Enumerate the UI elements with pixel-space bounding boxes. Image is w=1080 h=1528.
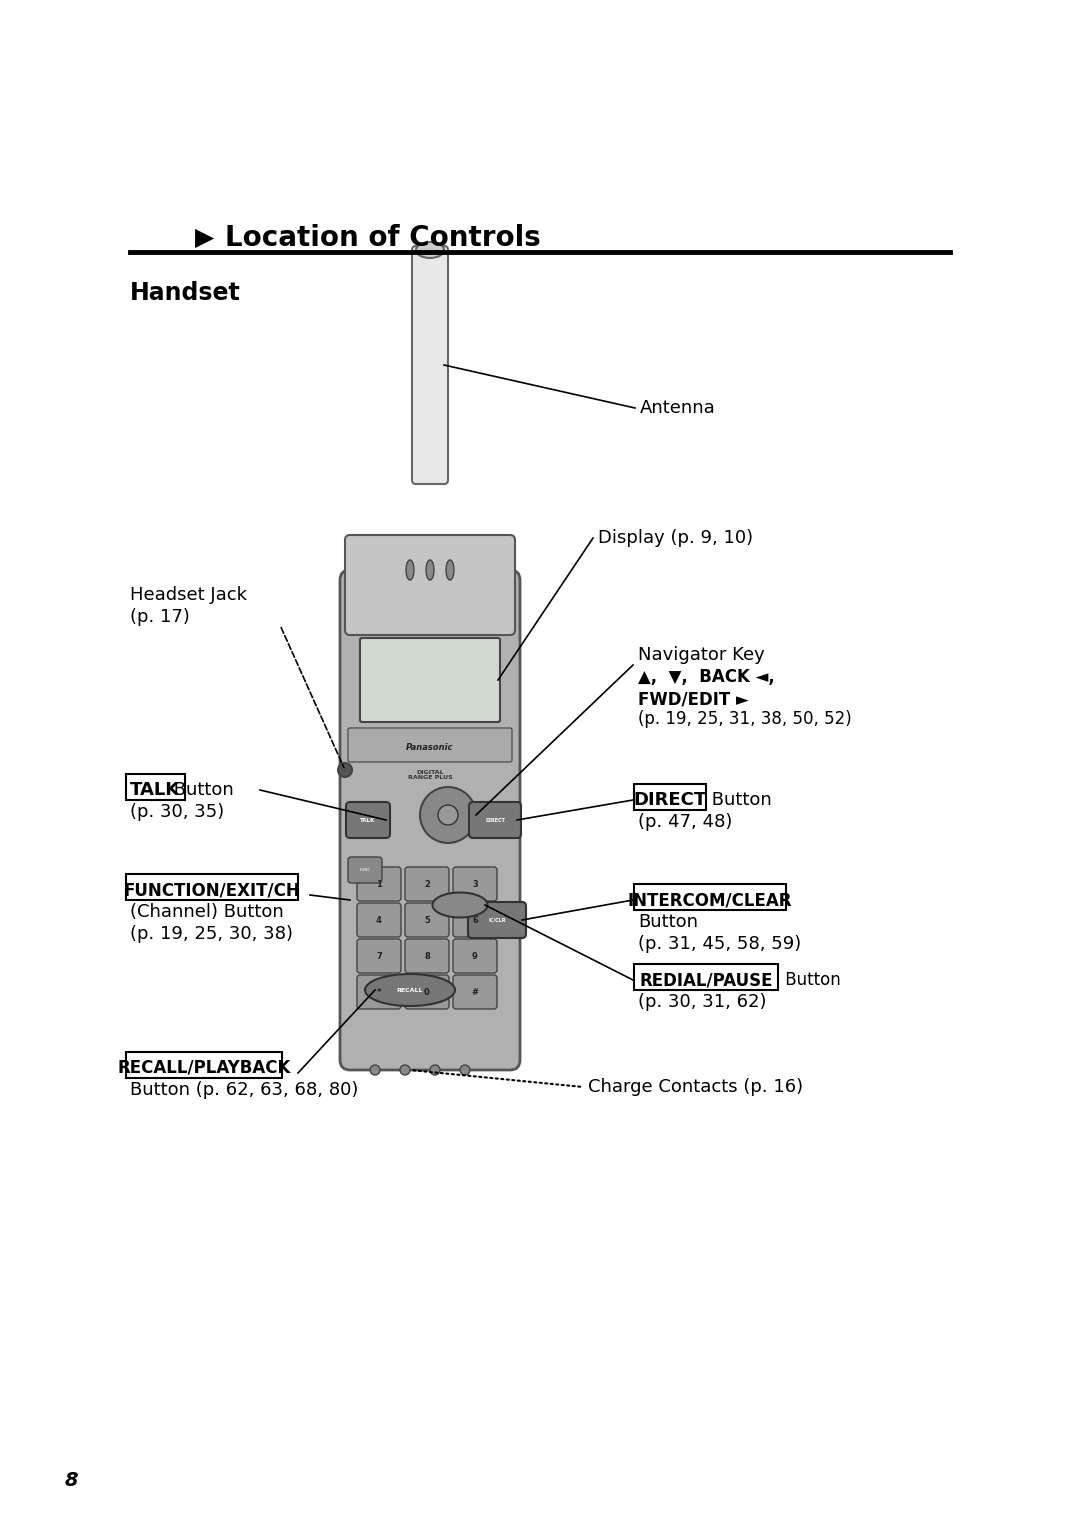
Text: 5: 5 xyxy=(424,915,430,924)
Text: Panasonic: Panasonic xyxy=(406,743,454,752)
Text: 3: 3 xyxy=(472,880,477,888)
Ellipse shape xyxy=(406,559,414,581)
FancyBboxPatch shape xyxy=(453,940,497,973)
FancyBboxPatch shape xyxy=(634,964,778,990)
FancyBboxPatch shape xyxy=(405,940,449,973)
Text: (Channel) Button: (Channel) Button xyxy=(130,903,284,921)
Circle shape xyxy=(338,762,352,778)
Text: Display (p. 9, 10): Display (p. 9, 10) xyxy=(598,529,753,547)
FancyBboxPatch shape xyxy=(453,866,497,902)
Text: FUNCTION/EXIT/CH: FUNCTION/EXIT/CH xyxy=(123,882,300,898)
Text: Antenna: Antenna xyxy=(640,399,716,417)
Text: DIGITAL
RANGE PLUS: DIGITAL RANGE PLUS xyxy=(407,770,453,781)
Text: Navigator Key: Navigator Key xyxy=(638,646,765,665)
FancyBboxPatch shape xyxy=(357,975,401,1008)
Text: ▶: ▶ xyxy=(195,226,214,251)
Text: Location of Controls: Location of Controls xyxy=(225,225,541,252)
Text: (p. 17): (p. 17) xyxy=(130,608,190,626)
FancyBboxPatch shape xyxy=(126,775,185,801)
Text: 4: 4 xyxy=(376,915,382,924)
Text: Button: Button xyxy=(168,781,233,799)
Text: DIRECT: DIRECT xyxy=(485,817,505,822)
Text: IC/CLR: IC/CLR xyxy=(488,917,505,923)
Ellipse shape xyxy=(446,559,454,581)
Text: (p. 31, 45, 58, 59): (p. 31, 45, 58, 59) xyxy=(638,935,801,953)
FancyBboxPatch shape xyxy=(126,874,298,900)
Text: (p. 30, 31, 62): (p. 30, 31, 62) xyxy=(638,993,767,1012)
Text: INTERCOM/CLEAR: INTERCOM/CLEAR xyxy=(627,891,793,909)
FancyBboxPatch shape xyxy=(345,535,515,636)
Text: (p. 19, 25, 30, 38): (p. 19, 25, 30, 38) xyxy=(130,924,293,943)
Text: 7: 7 xyxy=(376,952,382,961)
Text: RECALL/PLAYBACK: RECALL/PLAYBACK xyxy=(118,1059,291,1077)
Text: (p. 30, 35): (p. 30, 35) xyxy=(130,804,225,821)
Circle shape xyxy=(400,1065,410,1076)
Text: 2: 2 xyxy=(424,880,430,888)
FancyBboxPatch shape xyxy=(634,885,786,911)
FancyBboxPatch shape xyxy=(360,639,500,723)
FancyBboxPatch shape xyxy=(340,570,519,1070)
Ellipse shape xyxy=(365,973,455,1005)
Text: (p. 19, 25, 31, 38, 50, 52): (p. 19, 25, 31, 38, 50, 52) xyxy=(638,711,852,727)
Text: FWD/EDIT ►: FWD/EDIT ► xyxy=(638,691,748,707)
Circle shape xyxy=(370,1065,380,1076)
Circle shape xyxy=(430,1065,440,1076)
FancyBboxPatch shape xyxy=(469,802,521,837)
Text: Button (p. 62, 63, 68, 80): Button (p. 62, 63, 68, 80) xyxy=(130,1080,359,1099)
Text: FUNC: FUNC xyxy=(360,868,370,872)
FancyBboxPatch shape xyxy=(357,940,401,973)
Circle shape xyxy=(438,805,458,825)
FancyBboxPatch shape xyxy=(357,903,401,937)
FancyBboxPatch shape xyxy=(405,866,449,902)
Text: #: # xyxy=(472,987,478,996)
Text: Button: Button xyxy=(780,970,840,989)
FancyBboxPatch shape xyxy=(357,866,401,902)
Text: (p. 47, 48): (p. 47, 48) xyxy=(638,813,732,831)
Text: Button: Button xyxy=(638,914,698,931)
Text: RECALL: RECALL xyxy=(396,987,423,993)
Text: 8: 8 xyxy=(424,952,430,961)
Ellipse shape xyxy=(426,559,434,581)
FancyBboxPatch shape xyxy=(405,903,449,937)
Text: REDIAL/PAUSE: REDIAL/PAUSE xyxy=(639,970,773,989)
FancyBboxPatch shape xyxy=(468,902,526,938)
FancyBboxPatch shape xyxy=(405,975,449,1008)
FancyBboxPatch shape xyxy=(126,1051,282,1077)
FancyBboxPatch shape xyxy=(411,246,448,484)
FancyBboxPatch shape xyxy=(453,903,497,937)
Text: Handset: Handset xyxy=(130,281,241,306)
Text: Headset Jack: Headset Jack xyxy=(130,587,247,604)
Text: 0: 0 xyxy=(424,987,430,996)
Text: Button: Button xyxy=(706,792,772,808)
Text: 9: 9 xyxy=(472,952,477,961)
FancyBboxPatch shape xyxy=(409,558,451,604)
FancyBboxPatch shape xyxy=(634,784,706,810)
Circle shape xyxy=(420,787,476,843)
Ellipse shape xyxy=(416,241,444,258)
Text: *: * xyxy=(377,987,381,996)
Text: ▲,  ▼,  BACK ◄,: ▲, ▼, BACK ◄, xyxy=(638,668,774,686)
Text: 1: 1 xyxy=(376,880,382,888)
Text: Charge Contacts (p. 16): Charge Contacts (p. 16) xyxy=(588,1077,804,1096)
Text: 8: 8 xyxy=(65,1470,79,1490)
Text: DIRECT: DIRECT xyxy=(633,792,706,808)
FancyBboxPatch shape xyxy=(348,727,512,762)
FancyBboxPatch shape xyxy=(348,857,382,883)
FancyBboxPatch shape xyxy=(453,975,497,1008)
Text: TALK: TALK xyxy=(361,817,376,822)
Text: TALK: TALK xyxy=(130,781,180,799)
Text: 6: 6 xyxy=(472,915,478,924)
Circle shape xyxy=(460,1065,470,1076)
Ellipse shape xyxy=(432,892,487,917)
FancyBboxPatch shape xyxy=(346,802,390,837)
